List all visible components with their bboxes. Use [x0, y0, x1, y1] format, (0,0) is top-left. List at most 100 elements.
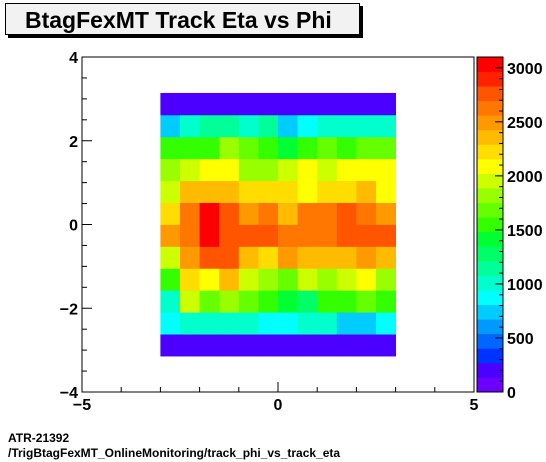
heatmap-cell [219, 202, 240, 225]
heatmap-cell [238, 202, 259, 225]
palette-swatch [477, 246, 503, 262]
heatmap-cell [219, 158, 240, 182]
heatmap-cell [297, 136, 318, 160]
heatmap-cell [199, 246, 220, 269]
heatmap-cell [297, 224, 318, 247]
heatmap-cell [317, 180, 338, 203]
heatmap-cell [356, 92, 377, 116]
palette-swatch [477, 158, 503, 174]
color-palette: 0 500 1000 1500 2000 2500 3000 [476, 56, 543, 402]
heatmap-cell [336, 158, 357, 182]
heatmap-cell [238, 158, 259, 182]
heatmap-cell [356, 114, 377, 138]
heatmap-cell [278, 268, 298, 291]
heatmap-cell [356, 158, 377, 182]
heatmap-cells [160, 92, 396, 357]
heatmap-cell [317, 202, 338, 225]
heatmap-cell [258, 290, 279, 313]
heatmap-cell [258, 334, 279, 357]
heatmap-cell [199, 312, 220, 335]
heatmap-cell [336, 290, 357, 313]
palette-swatch [477, 57, 503, 72]
heatmap-cell [278, 290, 298, 313]
heatmap-cell [180, 246, 200, 269]
heatmap-cell [238, 290, 259, 313]
palette-swatch [477, 173, 503, 189]
heatmap-cell [376, 268, 396, 291]
heatmap-cell [376, 114, 396, 138]
palette-tick-label: 0 [507, 385, 516, 402]
heatmap-cell [199, 180, 220, 203]
heatmap-cell [258, 202, 279, 225]
heatmap-cell [278, 180, 298, 203]
heatmap-cell [376, 136, 396, 160]
palette-swatch [477, 260, 503, 276]
heatmap-cell [160, 158, 181, 182]
palette-swatch [477, 362, 503, 378]
heatmap-cell [238, 246, 259, 269]
heatmap-cell [258, 136, 279, 160]
heatmap-cell [199, 268, 220, 291]
heatmap-cell [356, 312, 377, 335]
heatmap-cell [238, 268, 259, 291]
palette-swatch [477, 348, 503, 364]
x-tick-label: −5 [73, 397, 91, 414]
heatmap-cell [199, 114, 220, 138]
palette-frame [476, 56, 504, 393]
heatmap-cell [317, 114, 338, 138]
heatmap-cell [376, 290, 396, 313]
title-box: BtagFexMT Track Eta vs Phi [5, 3, 360, 35]
y-tick-label: −2 [60, 301, 78, 318]
heatmap-cell [199, 202, 220, 225]
heatmap-cell [376, 202, 396, 225]
palette-swatch [477, 290, 503, 306]
heatmap-cell [180, 334, 200, 357]
heatmap-cell [238, 136, 259, 160]
heatmap-cell [160, 334, 181, 357]
heatmap-cell [199, 158, 220, 182]
heatmap-cell [297, 202, 318, 225]
heatmap-cell [376, 180, 396, 203]
heatmap-cell [219, 136, 240, 160]
palette-swatch [477, 319, 503, 335]
heatmap-cell [160, 224, 181, 247]
footer-histogram-path: /TrigBtagFexMT_OnlineMonitoring/track_ph… [8, 446, 341, 460]
heatmap-cell [180, 180, 200, 203]
heatmap-cell [376, 312, 396, 335]
heatmap-cell [356, 136, 377, 160]
heatmap-cell [356, 290, 377, 313]
heatmap-cell [238, 224, 259, 247]
heatmap-cell [278, 224, 298, 247]
heatmap-cell [160, 136, 181, 160]
heatmap-cell [278, 312, 298, 335]
y-tick-label: −4 [60, 385, 78, 402]
heatmap-cell [180, 202, 200, 225]
heatmap-cell [317, 136, 338, 160]
heatmap-cell [199, 290, 220, 313]
heatmap-cell [297, 246, 318, 269]
heatmap-cell [258, 92, 279, 116]
palette-swatch [477, 86, 503, 102]
palette-tick-label: 1000 [507, 277, 543, 294]
heatmap-cell [317, 158, 338, 182]
palette-swatch [477, 217, 503, 233]
palette-swatch [477, 377, 503, 393]
heatmap-cell [160, 92, 181, 116]
heatmap-cell [219, 92, 240, 116]
heatmap-cell [278, 334, 298, 357]
palette-swatch [477, 202, 503, 218]
heatmap-cell [238, 92, 259, 116]
palette-tick-label: 500 [507, 331, 534, 348]
heatmap-cell [336, 312, 357, 335]
heatmap-cell [336, 180, 357, 203]
heatmap-cell [180, 312, 200, 335]
heatmap-cell [238, 180, 259, 203]
x-tick-label: 0 [274, 397, 283, 414]
heatmap-cell [180, 136, 200, 160]
heatmap-cell [160, 114, 181, 138]
heatmap-cell [297, 158, 318, 182]
heatmap-cell [219, 334, 240, 357]
heatmap-cell [317, 224, 338, 247]
palette-swatch [477, 144, 503, 160]
heatmap-cell [219, 224, 240, 247]
